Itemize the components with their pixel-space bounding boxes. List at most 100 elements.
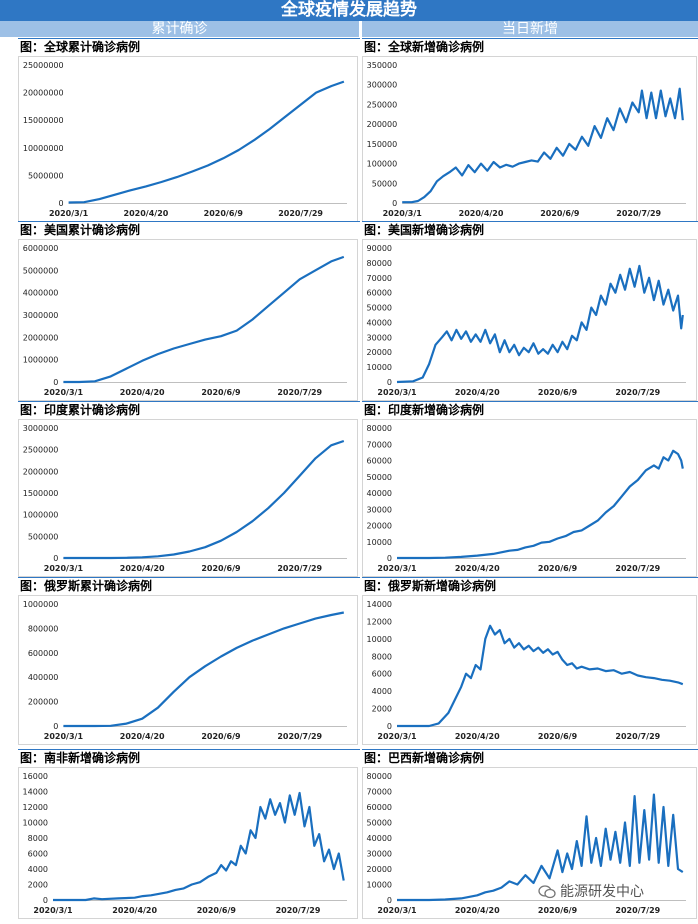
y-tick-label: 90000 (367, 244, 392, 253)
y-tick-label: 350000 (367, 61, 398, 70)
global-new-chart: 0 50000 100000 150000 200000 250000 300000 3500… (362, 56, 697, 222)
y-tick-label: 3000000 (23, 311, 59, 320)
x-tick-label: 2020/6/9 (201, 388, 241, 397)
watermark-text: 能源研发中心 (560, 884, 644, 900)
series-line (396, 264, 684, 384)
y-tick-label: 3000000 (23, 424, 59, 433)
y-tick-label: 1000000 (23, 600, 59, 609)
y-tick-label: 2500000 (23, 446, 59, 455)
x-tick-label: 2020/4/20 (455, 906, 500, 915)
y-tick-label: 60000 (367, 457, 392, 466)
x-tick-label: 2020/3/1 (377, 564, 417, 573)
y-tick-label: 2000 (372, 705, 392, 714)
x-tick-label: 2020/4/20 (459, 209, 504, 218)
y-tick-label: 0 (53, 722, 58, 731)
y-tick-label: 2000000 (23, 333, 59, 342)
russia-new-title: 图：俄罗斯新增确诊病例 (362, 577, 698, 595)
series-line (397, 449, 684, 560)
russia-new-chart: 0 2000 4000 6000 8000 10000 12000 14000 2020/3/1… (362, 595, 697, 745)
x-tick-label: 2020/7/29 (277, 564, 322, 573)
y-tick-label: 0 (387, 554, 392, 563)
watermark: 能源研发中心 (538, 880, 698, 904)
y-tick-label: 70000 (367, 274, 392, 283)
y-tick-label: 50000 (372, 179, 397, 188)
russia-cumulative-title: 图：俄罗斯累计确诊病例 (18, 577, 360, 595)
y-tick-label: 20000000 (23, 89, 64, 98)
y-tick-label: 16000 (23, 772, 48, 781)
y-tick-label: 400000 (28, 673, 59, 682)
x-tick-label: 2020/7/29 (615, 906, 660, 915)
russia-cumulative-chart: 0 200000 400000 600000 800000 1000000 2020/3/1… (18, 595, 358, 745)
y-tick-label: 100000 (367, 160, 398, 169)
daily-new-header: 当日新增 (362, 21, 698, 37)
x-tick-label: 2020/7/29 (615, 564, 660, 573)
wechat-icon (538, 885, 556, 899)
series-line (402, 87, 684, 204)
cumulative-header: 累计确诊 (0, 21, 359, 37)
y-tick-label: 20000 (367, 348, 392, 357)
x-tick-label: 2020/4/20 (455, 732, 500, 741)
x-tick-label: 2020/7/29 (615, 732, 660, 741)
x-tick-label: 2020/4/20 (455, 388, 500, 397)
series-line (397, 793, 684, 902)
x-tick-label: 2020/3/1 (383, 209, 423, 218)
y-tick-label: 500000 (28, 532, 59, 541)
global-new-title: 图：全球新增确诊病例 (362, 38, 698, 56)
series-line (397, 624, 684, 728)
y-tick-label: 0 (387, 896, 392, 905)
india-cumulative-title: 图：印度累计确诊病例 (18, 401, 360, 419)
us-new-chart: 0 10000 20000 30000 40000 50000 60000 70000 8000… (362, 239, 697, 401)
x-tick-label: 2020/4/20 (112, 906, 157, 915)
brazil-new-title: 图：巴西新增确诊病例 (362, 749, 698, 767)
y-tick-label: 20000 (367, 865, 392, 874)
us-cumulative-title: 图：美国累计确诊病例 (18, 221, 360, 239)
x-tick-label: 2020/6/9 (538, 564, 578, 573)
x-tick-label: 2020/6/9 (201, 564, 241, 573)
y-tick-label: 80000 (367, 259, 392, 268)
y-tick-label: 40000 (367, 318, 392, 327)
y-tick-label: 8000 (372, 652, 392, 661)
y-tick-label: 70000 (367, 788, 392, 797)
y-tick-label: 0 (53, 554, 58, 563)
x-tick-label: 2020/7/29 (615, 388, 660, 397)
x-tick-label: 2020/6/9 (538, 906, 578, 915)
y-tick-label: 0 (53, 378, 58, 387)
page-banner: 全球疫情发展趋势 (0, 0, 698, 21)
y-tick-label: 200000 (367, 120, 398, 129)
x-tick-label: 2020/7/29 (277, 388, 322, 397)
y-tick-label: 6000 (28, 850, 48, 859)
y-tick-label: 2000000 (23, 467, 59, 476)
x-tick-label: 2020/4/20 (124, 209, 169, 218)
brazil-new-chart: 0 10000 20000 30000 40000 50000 60000 70000 8000… (362, 767, 697, 919)
y-tick-label: 10000 (367, 363, 392, 372)
y-tick-label: 5000000 (23, 266, 59, 275)
x-tick-label: 2020/7/29 (616, 209, 661, 218)
x-tick-label: 2020/3/1 (33, 906, 73, 915)
x-tick-label: 2020/3/1 (44, 564, 84, 573)
y-tick-label: 50000 (367, 304, 392, 313)
y-tick-label: 12000 (23, 803, 48, 812)
x-tick-label: 2020/7/29 (276, 906, 321, 915)
x-tick-label: 2020/3/1 (49, 209, 89, 218)
y-tick-label: 40000 (367, 834, 392, 843)
y-tick-label: 50000 (367, 473, 392, 482)
y-tick-label: 14000 (367, 600, 392, 609)
y-tick-label: 1000000 (23, 511, 59, 520)
x-tick-label: 2020/3/1 (377, 388, 417, 397)
y-tick-label: 14000 (23, 788, 48, 797)
series-line (63, 611, 345, 728)
y-tick-label: 6000 (372, 670, 392, 679)
y-tick-label: 25000000 (23, 61, 64, 70)
x-tick-label: 2020/7/29 (277, 732, 322, 741)
y-tick-label: 600000 (28, 649, 59, 658)
y-tick-label: 30000 (367, 850, 392, 859)
y-tick-label: 12000 (367, 617, 392, 626)
x-tick-label: 2020/3/1 (377, 732, 417, 741)
y-tick-label: 50000 (367, 819, 392, 828)
y-tick-label: 0 (392, 199, 397, 208)
series-line (63, 439, 345, 560)
y-tick-label: 20000 (367, 522, 392, 531)
series-line (68, 80, 345, 204)
y-tick-label: 70000 (367, 440, 392, 449)
y-tick-label: 2000 (28, 881, 48, 890)
